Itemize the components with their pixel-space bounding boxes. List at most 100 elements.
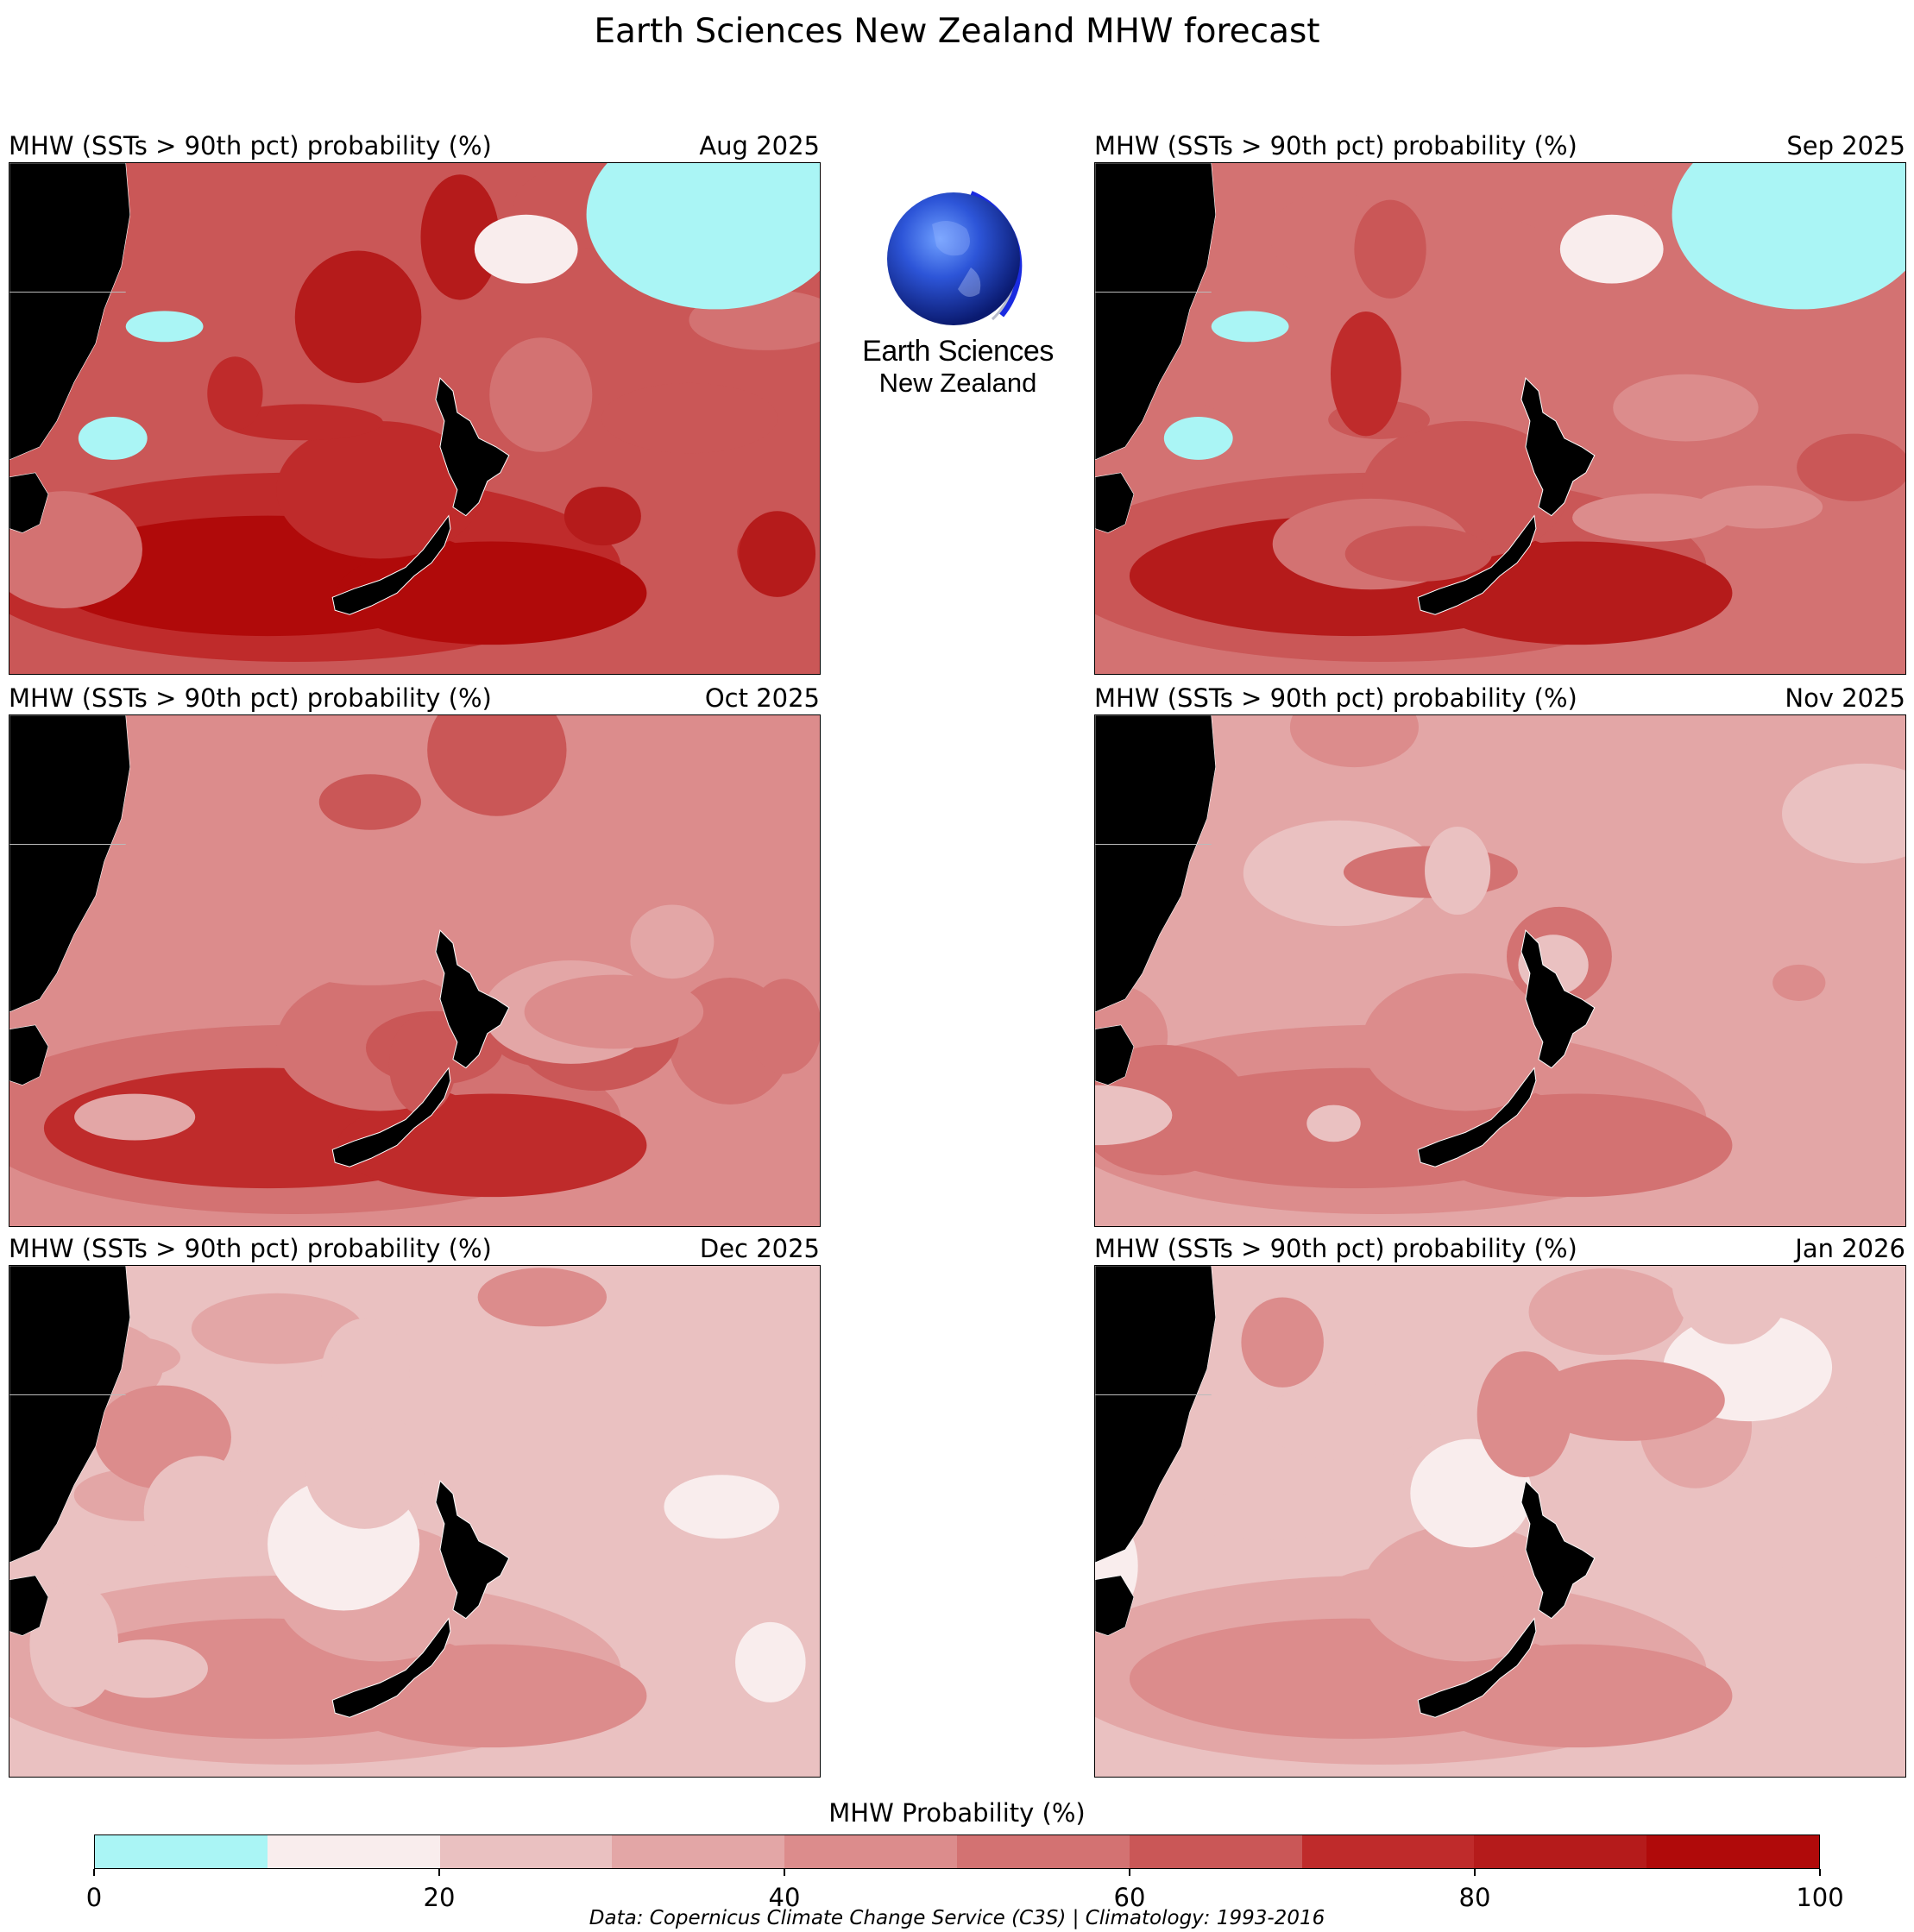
colorbar-tick-mark	[1129, 1869, 1130, 1876]
logo-text-line1: Earth Sciences	[862, 335, 1054, 368]
panel-date: Aug 2025	[699, 131, 820, 160]
australia-landmass	[9, 472, 49, 533]
panel-title: MHW (SSTs > 90th pct) probability (%)	[9, 131, 492, 160]
probability-contour	[664, 1475, 780, 1539]
map-panel-oct-2025	[9, 714, 821, 1227]
australia-landmass	[9, 1024, 49, 1086]
colorbar-tick-label: 40	[768, 1883, 801, 1912]
new-zealand-landmass	[1417, 1617, 1537, 1718]
probability-contour	[191, 1293, 363, 1364]
probability-contour	[125, 311, 204, 343]
probability-contour	[1095, 1085, 1173, 1146]
colorbar-segment	[1474, 1835, 1647, 1868]
logo-text-line2: New Zealand	[878, 368, 1037, 398]
probability-contour	[1344, 525, 1492, 582]
probability-contour	[1697, 485, 1823, 529]
colorbar-segment	[784, 1835, 957, 1868]
panel-date: Nov 2025	[1785, 683, 1905, 713]
australia-landmass	[9, 163, 131, 461]
colorbar-tick-mark	[438, 1869, 440, 1876]
panel-date: Jan 2026	[1795, 1234, 1905, 1263]
probability-field	[9, 715, 820, 1226]
colorbar-tick-label: 100	[1796, 1883, 1844, 1912]
colorbar-tick-label: 20	[423, 1883, 456, 1912]
panel-date: Oct 2025	[704, 683, 820, 713]
australia-landmass	[9, 1266, 131, 1564]
panel-title: MHW (SSTs > 90th pct) probability (%)	[1094, 1234, 1577, 1263]
probability-contour	[474, 214, 578, 284]
new-zealand-landmass	[1417, 1067, 1537, 1167]
probability-contour	[1289, 715, 1419, 768]
probability-contour	[1476, 1351, 1572, 1478]
probability-contour	[1330, 311, 1401, 437]
probability-contour	[1362, 972, 1569, 1111]
probability-contour	[223, 404, 383, 441]
probability-contour	[1797, 433, 1905, 501]
panel-date: Sep 2025	[1786, 131, 1905, 160]
panel-title: MHW (SSTs > 90th pct) probability (%)	[1094, 131, 1577, 160]
panel-title: MHW (SSTs > 90th pct) probability (%)	[9, 683, 492, 713]
probability-field	[9, 163, 820, 674]
colorbar-segment	[612, 1835, 785, 1868]
probability-contour	[207, 356, 263, 431]
map-panel-aug-2025	[9, 162, 821, 675]
probability-contour	[1354, 199, 1426, 299]
colorbar-segment	[439, 1835, 613, 1868]
probability-contour	[1772, 964, 1826, 1001]
colorbar-segment	[95, 1835, 268, 1868]
new-zealand-landmass	[435, 1480, 510, 1620]
panel-date: Dec 2025	[699, 1234, 820, 1263]
probability-contour	[74, 1093, 196, 1141]
colorbar-tick-label: 80	[1458, 1883, 1491, 1912]
probability-contour	[1731, 1441, 1905, 1574]
probability-contour	[1559, 214, 1664, 284]
probability-contour	[321, 1318, 410, 1430]
probability-contour	[1528, 1268, 1684, 1356]
probability-contour	[420, 174, 500, 300]
australia-landmass	[1095, 1266, 1217, 1564]
probability-contour	[489, 337, 593, 452]
colorbar-segment	[267, 1835, 440, 1868]
colorbar-tick-label: 0	[85, 1883, 103, 1912]
probability-contour	[305, 1407, 425, 1529]
colorbar-segment	[1129, 1835, 1302, 1868]
colorbar-segment	[1301, 1835, 1475, 1868]
probability-contour	[1530, 1359, 1725, 1441]
probability-contour	[1672, 1266, 1792, 1344]
australia-landmass	[1095, 163, 1217, 461]
probability-contour	[427, 715, 567, 816]
new-zealand-landmass	[331, 514, 451, 615]
map-panel-nov-2025	[1094, 714, 1906, 1227]
new-zealand-landmass	[331, 1617, 451, 1718]
probability-field	[1095, 163, 1905, 674]
probability-field	[9, 1266, 820, 1777]
probability-contour	[97, 822, 209, 867]
probability-field	[1095, 715, 1905, 1226]
australia-landmass	[1095, 472, 1135, 533]
probability-contour	[1181, 1492, 1351, 1541]
colorbar-segment	[1646, 1835, 1819, 1868]
probability-contour	[524, 974, 704, 1049]
probability-contour	[739, 511, 816, 597]
probability-contour	[1243, 820, 1436, 927]
australia-landmass	[9, 1575, 49, 1636]
new-zealand-landmass	[1520, 929, 1596, 1069]
main-title: Earth Sciences New Zealand MHW forecast	[594, 12, 1320, 51]
probability-contour	[1572, 494, 1731, 542]
new-zealand-landmass	[1520, 1480, 1596, 1620]
probability-contour	[1782, 763, 1905, 864]
new-zealand-landmass	[1417, 514, 1537, 615]
probability-contour	[563, 487, 641, 546]
probability-contour	[1613, 374, 1759, 442]
probability-contour	[143, 1456, 258, 1569]
probability-contour	[630, 904, 715, 979]
probability-contour	[1211, 311, 1289, 343]
probability-contour	[586, 163, 820, 310]
globe-icon	[887, 191, 1023, 325]
probability-contour	[1262, 1381, 1432, 1461]
new-zealand-landmass	[435, 929, 510, 1069]
probability-contour	[1740, 735, 1813, 772]
probability-contour	[1095, 1044, 1251, 1176]
colorbar	[94, 1834, 1820, 1869]
probability-contour	[294, 250, 422, 384]
